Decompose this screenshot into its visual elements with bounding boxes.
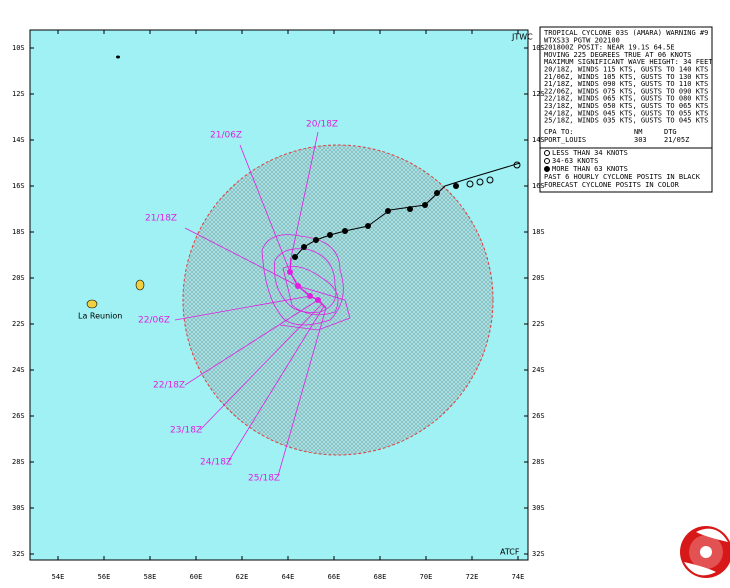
warning-line: MAXIMUM SIGNIFICANT WAVE HEIGHT: 34 FEET [544, 58, 713, 66]
past-track [292, 161, 521, 260]
lat-label: 16S [12, 182, 25, 190]
forecast-label: 21/18Z [145, 214, 177, 224]
lat-label: 30S [532, 504, 545, 512]
warning-line: 21/18Z, WINDS 090 KTS, GUSTS TO 110 KTS [544, 80, 708, 88]
forecast-label: 22/06Z [138, 316, 170, 326]
warning-line: 22/18Z, WINDS 065 KTS, GUSTS TO 080 KTS [544, 95, 708, 103]
forecast-label: 23/18Z [170, 426, 202, 436]
lon-label: 56E [98, 573, 111, 581]
lat-label: 26S [12, 412, 25, 420]
lon-label: 62E [236, 573, 249, 581]
warning-line: 22/06Z, WINDS 075 KTS, GUSTS TO 090 KTS [544, 87, 708, 95]
corner-label: JTWC [511, 33, 533, 42]
corner-label: ATCF [500, 548, 520, 557]
warning-line: WTXS33 PGTW 202100 [544, 36, 620, 44]
warning-line: 21/06Z, WINDS 105 KTS, GUSTS TO 130 KTS [544, 73, 708, 81]
lat-label: 14S [12, 136, 25, 144]
warning-line: 20/18Z, WINDS 115 KTS, GUSTS TO 140 KTS [544, 66, 708, 74]
forecast-positions [287, 269, 321, 303]
cpa-header: CPA TO: [544, 128, 574, 136]
lat-label: 14S [532, 136, 545, 144]
lat-label: 22S [12, 320, 25, 328]
legend-note: FORECAST CYCLONE POSITS IN COLOR [544, 181, 680, 189]
lat-label: 24S [532, 366, 545, 374]
lon-label: 68E [374, 573, 387, 581]
lat-label: 32S [532, 550, 545, 558]
lon-label: 66E [328, 573, 341, 581]
legend-note: PAST 6 HOURLY CYCLONE POSITS IN BLACK [544, 173, 701, 181]
lon-label: 54E [52, 573, 65, 581]
forecast-label: 24/18Z [200, 458, 232, 468]
lat-label: 20S [12, 274, 25, 282]
islands [86, 55, 145, 309]
cpa-value: 303 [634, 136, 647, 144]
lat-label: 10S [532, 44, 545, 52]
lon-label: 74E [512, 573, 525, 581]
cpa-value: 21/05Z [664, 136, 689, 144]
cpa-value: PORT_LOUIS [544, 136, 586, 144]
warning-line: MOVING 225 DEGREES TRUE AT 06 KNOTS [544, 51, 692, 59]
lat-label: 18S [12, 228, 25, 236]
cpa-header: NM [634, 128, 642, 136]
legend-item: MORE THAN 63 KNOTS [552, 165, 628, 173]
cpa-header: DTG [664, 128, 677, 136]
lat-label: 28S [532, 458, 545, 466]
lat-label: 32S [12, 550, 25, 558]
legend-symbol [544, 150, 550, 156]
lat-label: 30S [12, 504, 25, 512]
logo [680, 526, 730, 578]
forecast-swath [174, 131, 351, 477]
warning-line: 23/18Z, WINDS 050 KTS, GUSTS TO 065 KTS [544, 102, 708, 110]
lat-label: 16S [532, 182, 545, 190]
lat-label: 12S [12, 90, 25, 98]
lat-label: 20S [532, 274, 545, 282]
legend-box [539, 147, 713, 193]
lat-label: 28S [12, 458, 25, 466]
lat-label: 22S [532, 320, 545, 328]
lon-label: 58E [144, 573, 157, 581]
lat-label: 10S [12, 44, 25, 52]
warning-line: 24/18Z, WINDS 045 KTS, GUSTS TO 055 KTS [544, 109, 708, 117]
lon-label: 64E [282, 573, 295, 581]
lat-label: 18S [532, 228, 545, 236]
forecast-label: 20/18Z [306, 120, 338, 130]
lat-label: 26S [532, 412, 545, 420]
forecast-label: 25/18Z [248, 474, 280, 484]
lon-label: 72E [466, 573, 479, 581]
warning-line: TROPICAL CYCLONE 03S (AMARA) WARNING #9 [544, 29, 708, 37]
place-label: La Reunion [78, 312, 122, 321]
forecast-label: 22/18Z [153, 381, 185, 391]
legend-symbol [544, 158, 550, 164]
legend-item: LESS THAN 34 KNOTS [552, 149, 628, 157]
warning-box [539, 26, 713, 149]
warning-line: 201800Z POSIT: NEAR 19.1S 64.5E [544, 44, 675, 52]
forecast-label: 21/06Z [210, 131, 242, 141]
lon-label: 60E [190, 573, 203, 581]
lat-label: 24S [12, 366, 25, 374]
legend-item: 34-63 KNOTS [552, 157, 598, 165]
legend-symbol [544, 166, 550, 172]
lon-label: 70E [420, 573, 433, 581]
lat-label: 12S [532, 90, 545, 98]
warning-line: 25/18Z, WINDS 035 KTS, GUSTS TO 045 KTS [544, 117, 708, 125]
